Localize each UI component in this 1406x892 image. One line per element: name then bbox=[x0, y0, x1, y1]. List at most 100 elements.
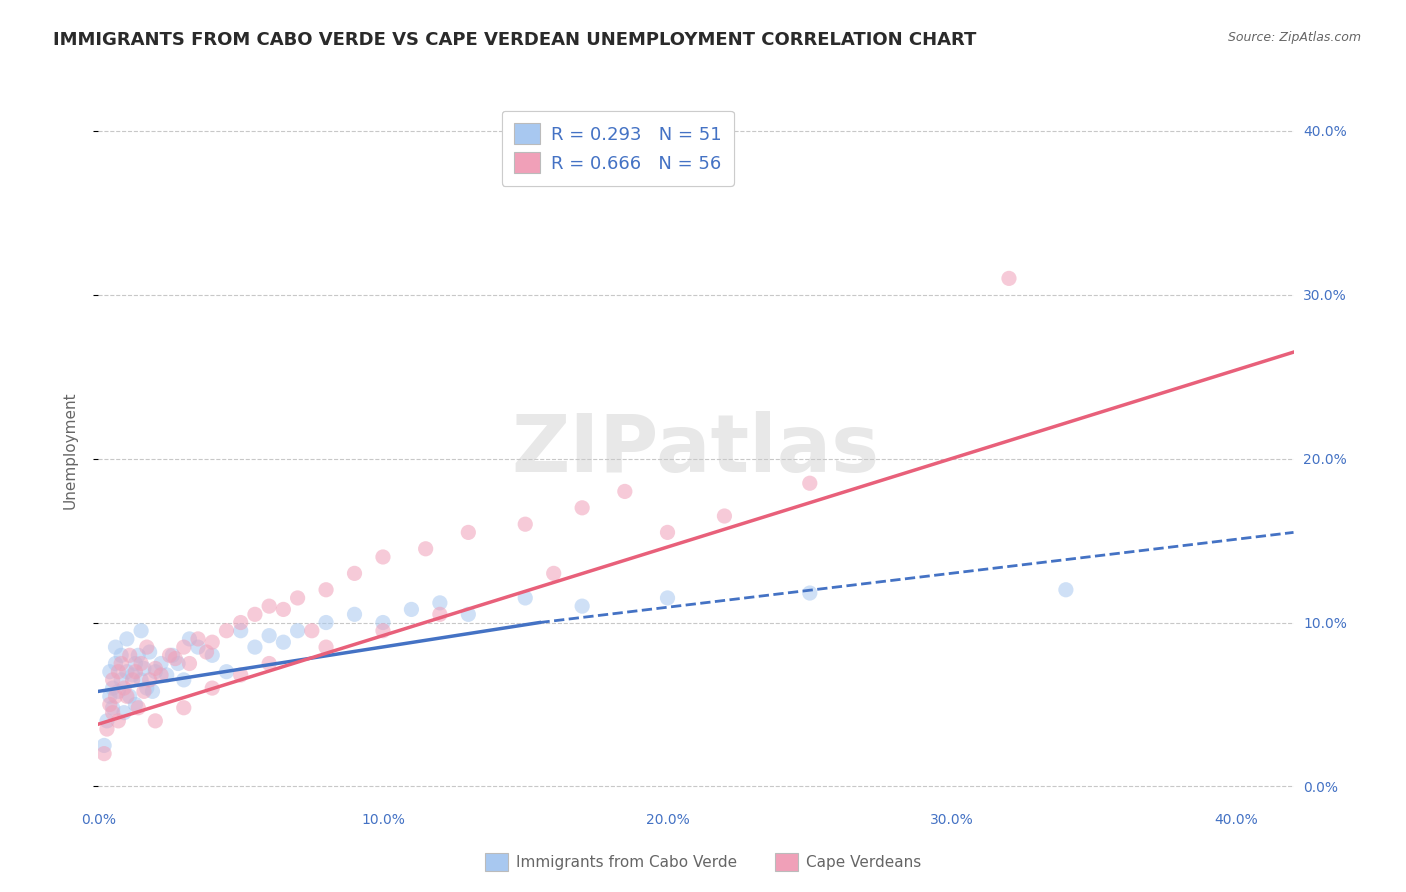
Point bbox=[101, 673, 124, 687]
Point bbox=[96, 722, 118, 736]
Point bbox=[998, 271, 1021, 285]
Point bbox=[457, 525, 479, 540]
Point bbox=[457, 607, 479, 622]
Point bbox=[799, 586, 821, 600]
Point bbox=[96, 714, 118, 728]
Point bbox=[371, 624, 394, 638]
Point bbox=[112, 706, 135, 720]
Point bbox=[110, 673, 132, 687]
Point bbox=[98, 690, 121, 704]
Point bbox=[229, 668, 252, 682]
Point bbox=[107, 665, 129, 679]
Point bbox=[257, 599, 280, 614]
Legend: Immigrants from Cabo Verde, Cape Verdeans: Immigrants from Cabo Verde, Cape Verdean… bbox=[479, 847, 927, 877]
Point bbox=[179, 632, 201, 646]
Point bbox=[138, 645, 160, 659]
Point bbox=[150, 657, 173, 671]
Point bbox=[138, 673, 160, 687]
Point bbox=[799, 476, 821, 491]
Text: Source: ZipAtlas.com: Source: ZipAtlas.com bbox=[1227, 31, 1361, 45]
Point bbox=[515, 517, 537, 532]
Point bbox=[571, 599, 593, 614]
Point bbox=[129, 673, 152, 687]
Point bbox=[201, 681, 224, 695]
Point bbox=[98, 665, 121, 679]
Point bbox=[165, 651, 187, 665]
Point bbox=[93, 747, 115, 761]
Point bbox=[124, 698, 146, 712]
Point bbox=[143, 665, 166, 679]
Point bbox=[195, 645, 218, 659]
Point bbox=[118, 690, 141, 704]
Point bbox=[110, 648, 132, 663]
Point bbox=[257, 629, 280, 643]
Point bbox=[187, 632, 209, 646]
Point bbox=[257, 657, 280, 671]
Point bbox=[127, 700, 149, 714]
Point bbox=[121, 668, 143, 682]
Point bbox=[118, 648, 141, 663]
Point bbox=[107, 684, 129, 698]
Point bbox=[543, 566, 565, 581]
Point bbox=[110, 657, 132, 671]
Point bbox=[343, 607, 366, 622]
Point bbox=[101, 681, 124, 695]
Point bbox=[371, 615, 394, 630]
Point bbox=[101, 706, 124, 720]
Point bbox=[401, 602, 423, 616]
Point bbox=[167, 657, 190, 671]
Point bbox=[201, 648, 224, 663]
Point bbox=[415, 541, 437, 556]
Y-axis label: Unemployment: Unemployment bbox=[63, 392, 77, 509]
Point bbox=[132, 684, 155, 698]
Point bbox=[429, 607, 451, 622]
Legend: R = 0.293   N = 51, R = 0.666   N = 56: R = 0.293 N = 51, R = 0.666 N = 56 bbox=[502, 111, 734, 186]
Point bbox=[104, 640, 127, 654]
Point bbox=[135, 640, 157, 654]
Point bbox=[115, 690, 138, 704]
Point bbox=[1054, 582, 1077, 597]
Point bbox=[141, 684, 163, 698]
Point bbox=[273, 635, 295, 649]
Point bbox=[571, 500, 593, 515]
Point bbox=[98, 698, 121, 712]
Point bbox=[657, 525, 679, 540]
Point bbox=[371, 549, 394, 564]
Point bbox=[229, 624, 252, 638]
Point bbox=[287, 591, 309, 605]
Point bbox=[215, 624, 238, 638]
Point bbox=[613, 484, 636, 499]
Point bbox=[315, 582, 337, 597]
Point bbox=[143, 714, 166, 728]
Point bbox=[515, 591, 537, 605]
Point bbox=[104, 657, 127, 671]
Point bbox=[115, 632, 138, 646]
Point bbox=[215, 665, 238, 679]
Point bbox=[187, 640, 209, 654]
Point bbox=[115, 665, 138, 679]
Point bbox=[132, 661, 155, 675]
Point bbox=[107, 714, 129, 728]
Point bbox=[173, 700, 195, 714]
Point bbox=[229, 615, 252, 630]
Point bbox=[156, 668, 179, 682]
Point bbox=[315, 615, 337, 630]
Point bbox=[104, 690, 127, 704]
Point bbox=[273, 602, 295, 616]
Point bbox=[143, 661, 166, 675]
Point bbox=[173, 673, 195, 687]
Point bbox=[121, 673, 143, 687]
Point bbox=[287, 624, 309, 638]
Point bbox=[124, 657, 146, 671]
Point bbox=[179, 657, 201, 671]
Point bbox=[243, 607, 266, 622]
Point bbox=[129, 624, 152, 638]
Point bbox=[135, 681, 157, 695]
Point bbox=[150, 668, 173, 682]
Point bbox=[127, 648, 149, 663]
Point bbox=[243, 640, 266, 654]
Point bbox=[124, 665, 146, 679]
Point bbox=[713, 508, 735, 523]
Text: IMMIGRANTS FROM CABO VERDE VS CAPE VERDEAN UNEMPLOYMENT CORRELATION CHART: IMMIGRANTS FROM CABO VERDE VS CAPE VERDE… bbox=[53, 31, 977, 49]
Point bbox=[173, 640, 195, 654]
